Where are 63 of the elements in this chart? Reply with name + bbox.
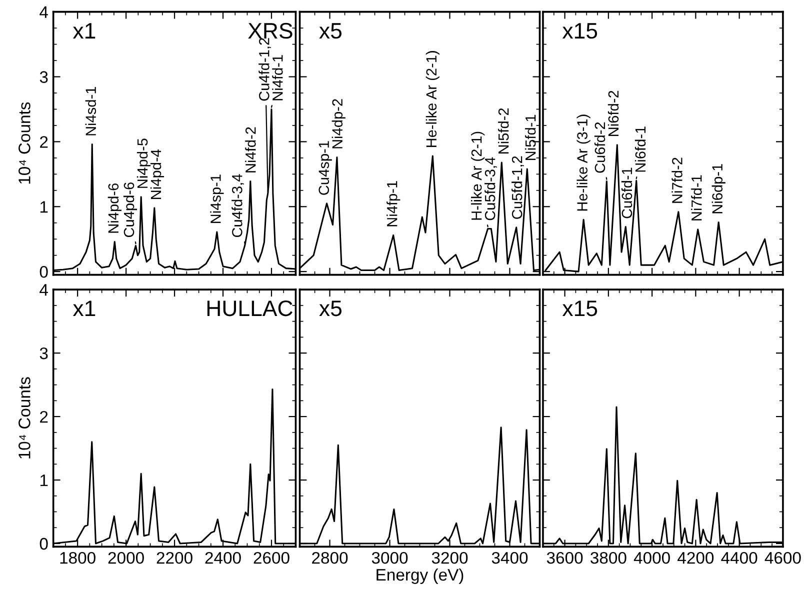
y-axis-title: 10⁴ Counts [18,102,30,184]
y-axis-title: 10⁴ Counts [18,377,30,458]
x-tick-label: 2600 [254,552,290,564]
annotation: Cu4fd-3,4 [232,174,244,238]
annotation: Cu6fd-2 [594,122,606,173]
annotation: x1 [72,300,96,316]
x-axis-title: Energy (eV) [376,568,464,584]
x-tick-label: 3800 [590,552,626,564]
annotation: Ni4dp-2 [332,99,346,148]
x-tick-label: 4600 [764,552,801,564]
annotation: Ni6fd-2 [608,90,619,136]
annotation: Ni4fp-1 [386,181,400,226]
x-tick-label: 3200 [432,552,468,564]
annotation: x15 [562,23,598,39]
annotation: x5 [319,23,342,39]
annotation: Ni7fd-2 [672,158,682,203]
annotation: He-like Ar (2-1) [426,51,440,147]
annotation: x1 [72,23,96,38]
annotation: Ni6fd-1 [634,126,646,172]
x-tick-label: 2200 [156,552,192,564]
y-tick-label: 3 [40,71,48,83]
annotation: Cu4pd-6 [123,182,138,238]
x-tick-label: 2800 [312,552,348,564]
annotation: Cu4fd-1,2 [258,38,272,101]
y-tick-label: 0 [40,538,48,550]
annotation: H-like Ar (2-1) [471,132,485,220]
annotation: Ni4pd-6 [108,183,122,233]
x-tick-label: 3600 [546,552,583,564]
y-tick-label: 1 [40,201,48,213]
x-tick-label: 4000 [634,552,670,564]
annotation: XRS [248,22,292,39]
annotation: Ni5fd-2 [498,108,509,154]
annotation: Cu5fd-3,4 [484,157,497,220]
y-tick-label: 3 [40,347,48,360]
x-tick-label: 4200 [678,552,714,564]
x-tick-label: 2000 [108,552,144,564]
annotation: x15 [562,300,598,316]
annotation: Ni4sd-1 [85,86,96,136]
y-tick-label: 2 [40,136,48,148]
annotation: Ni7fd-1 [691,175,702,220]
annotation: Ni4fd-2 [245,127,256,172]
y-tick-label: 4 [40,6,48,18]
annotation: Ni6dp-1 [712,164,726,214]
x-tick-label: 3000 [372,552,408,564]
annotation: Cu6fd-1 [621,168,632,218]
annotation: Ni4fd-1 [272,55,283,100]
y-tick-label: 0 [40,266,48,278]
annotation: He-like Ar (3-1) [576,114,590,211]
y-tick-label: 4 [40,284,48,296]
x-tick-label: 3400 [492,552,528,564]
y-tick-label: 2 [40,410,48,423]
annotation: Ni4sp-1 [210,174,224,223]
annotation: Cu5fd-1,2 [512,156,524,219]
x-tick-label: 1800 [60,552,96,564]
annotation: Ni4pd-4 [150,149,164,199]
y-tick-label: 1 [40,474,48,486]
x-tick-label: 2400 [205,552,241,564]
annotation: Ni4pd-5 [136,138,151,188]
annotation: x5 [319,300,342,316]
annotation: Cu4sp-1 [318,141,332,195]
annotation: Ni5fd-1 [525,114,536,160]
x-tick-label: 4400 [721,552,758,564]
annotation: HULLAC [207,300,292,316]
